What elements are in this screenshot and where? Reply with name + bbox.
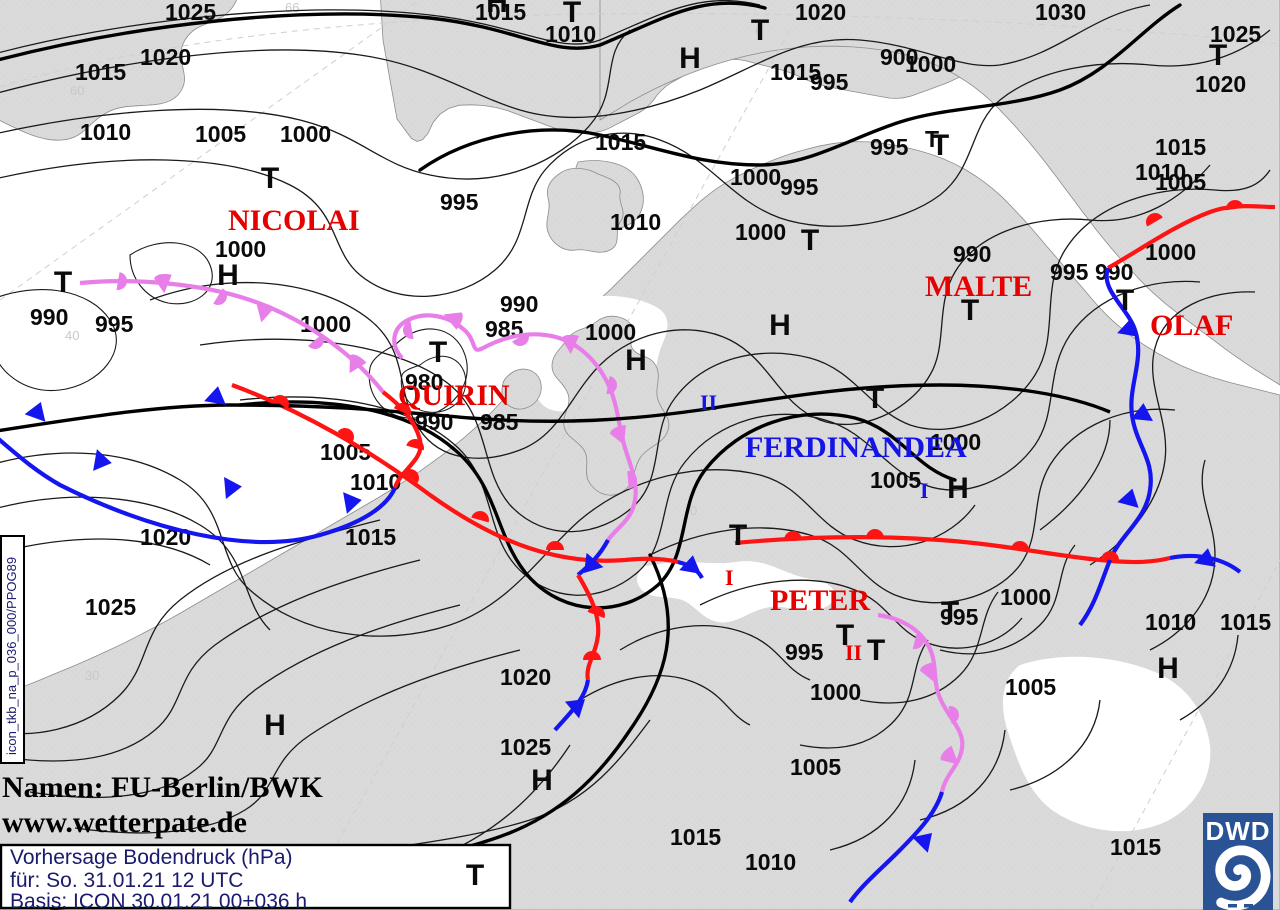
svg-text:icon_tkb_na_p_036_000/PPOG89: icon_tkb_na_p_036_000/PPOG89 (4, 557, 19, 755)
svg-text:1025: 1025 (85, 594, 136, 620)
svg-text:1015: 1015 (670, 824, 721, 850)
svg-text:1030: 1030 (1035, 0, 1086, 25)
svg-text:T: T (961, 294, 979, 327)
svg-text:1000: 1000 (735, 219, 786, 245)
svg-text:T: T (429, 336, 447, 369)
svg-text:1020: 1020 (140, 44, 191, 70)
svg-text:Basis: ICON 30.01.21 00+036 h: Basis: ICON 30.01.21 00+036 h (10, 890, 307, 910)
svg-text:1010: 1010 (80, 119, 131, 145)
svg-text:1000: 1000 (280, 121, 331, 147)
svg-text:NICOLAI: NICOLAI (228, 204, 360, 237)
svg-text:1005: 1005 (1155, 169, 1206, 195)
svg-text:1000: 1000 (300, 311, 351, 337)
svg-text:T: T (1116, 284, 1134, 317)
svg-text:H: H (625, 344, 647, 377)
svg-text:T: T (931, 129, 949, 162)
svg-text:H: H (264, 709, 286, 742)
svg-text:H: H (769, 309, 791, 342)
svg-text:1000: 1000 (585, 319, 636, 345)
svg-text:995: 995 (780, 174, 819, 200)
svg-text:1020: 1020 (1195, 71, 1246, 97)
svg-text:1010: 1010 (610, 209, 661, 235)
svg-text:995: 995 (785, 639, 824, 665)
svg-text:66: 66 (285, 0, 299, 15)
svg-text:I: I (920, 478, 929, 503)
svg-text:990: 990 (30, 304, 68, 330)
svg-text:1000: 1000 (1000, 584, 1051, 610)
svg-text:H: H (1157, 652, 1179, 685)
svg-text:H: H (486, 0, 508, 19)
svg-text:1015: 1015 (1110, 834, 1161, 860)
svg-text:990: 990 (500, 291, 538, 317)
svg-text:990: 990 (953, 241, 991, 267)
svg-text:T: T (1209, 39, 1227, 72)
svg-text:1015: 1015 (1220, 609, 1271, 635)
svg-text:H: H (947, 472, 969, 505)
svg-text:FERDINANDEA: FERDINANDEA (745, 431, 967, 464)
svg-text:OLAF: OLAF (1150, 309, 1233, 342)
svg-text:H: H (531, 764, 553, 797)
svg-text:T: T (866, 382, 884, 415)
svg-text:T: T (941, 596, 959, 629)
svg-text:T: T (54, 266, 72, 299)
svg-text:995: 995 (95, 311, 134, 337)
svg-text:1005: 1005 (195, 121, 246, 147)
svg-text:995: 995 (870, 134, 909, 160)
svg-text:995: 995 (440, 189, 479, 215)
svg-text:H: H (217, 259, 239, 292)
svg-text:PETER: PETER (770, 584, 870, 617)
svg-text:I: I (725, 565, 734, 590)
svg-text:1020: 1020 (795, 0, 846, 25)
svg-text:1020: 1020 (500, 664, 551, 690)
svg-text:0: 0 (690, 503, 697, 518)
svg-text:T: T (836, 619, 854, 652)
svg-text:1025: 1025 (500, 734, 551, 760)
svg-text:H: H (679, 42, 701, 75)
svg-text:T: T (867, 634, 885, 667)
svg-text:1000: 1000 (810, 679, 861, 705)
svg-text:DWD: DWD (1205, 816, 1270, 846)
svg-text:1015: 1015 (1155, 134, 1206, 160)
svg-text:Namen: FU-Berlin/BWK: Namen: FU-Berlin/BWK (2, 771, 323, 804)
svg-text:1025: 1025 (165, 0, 216, 25)
svg-text:1005: 1005 (870, 467, 921, 493)
svg-text:T: T (801, 224, 819, 257)
svg-text:1005: 1005 (790, 754, 841, 780)
svg-text:für: So. 31.01.21 12 UTC: für: So. 31.01.21 12 UTC (10, 869, 243, 892)
svg-text:1015: 1015 (595, 129, 646, 155)
svg-text:1010: 1010 (745, 849, 796, 875)
svg-text:T: T (729, 519, 747, 552)
svg-text:QUIRIN: QUIRIN (398, 379, 510, 412)
svg-text:1015: 1015 (345, 524, 396, 550)
svg-text:60: 60 (70, 83, 84, 98)
svg-text:Vorhersage Bodendruck (hPa): Vorhersage Bodendruck (hPa) (10, 846, 293, 869)
svg-text:1010: 1010 (1145, 609, 1196, 635)
svg-text:1005: 1005 (1005, 674, 1056, 700)
svg-text:30: 30 (85, 668, 99, 683)
svg-text:T: T (751, 14, 769, 47)
svg-text:900: 900 (880, 44, 918, 70)
svg-text:995: 995 (810, 69, 849, 95)
svg-text:T: T (563, 0, 581, 29)
svg-text:T: T (261, 162, 279, 195)
svg-text:1000: 1000 (730, 164, 781, 190)
svg-text:II: II (700, 390, 717, 415)
svg-text:www.wetterpate.de: www.wetterpate.de (2, 806, 247, 839)
svg-text:995: 995 (1050, 259, 1089, 285)
svg-text:1015: 1015 (75, 59, 126, 85)
svg-text:40: 40 (65, 328, 79, 343)
svg-text:T: T (466, 859, 484, 892)
